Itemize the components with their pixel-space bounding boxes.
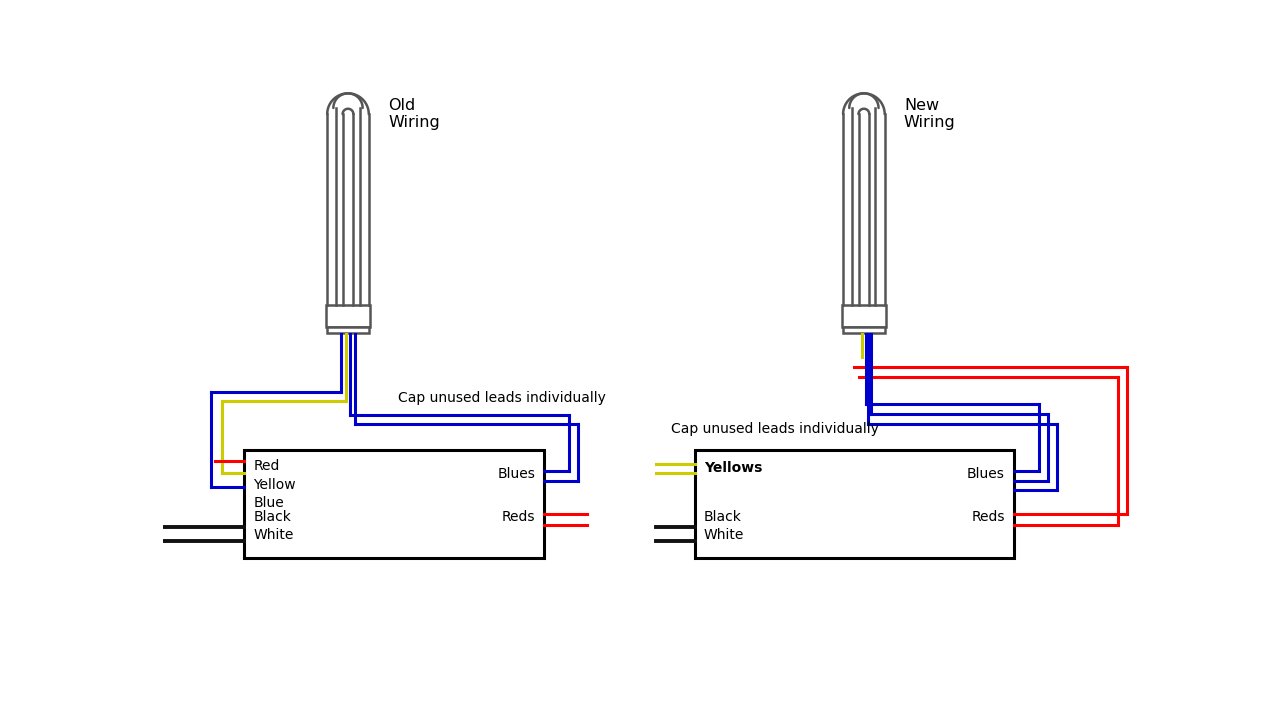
Text: Black
White: Black White [253, 510, 293, 543]
Text: Cap unused leads individually: Cap unused leads individually [398, 391, 605, 405]
Bar [244, 450, 544, 558]
Bar [695, 450, 1014, 558]
Text: Old
Wiring: Old Wiring [388, 98, 440, 130]
Text: Cap unused leads individually: Cap unused leads individually [672, 422, 879, 436]
Bar [844, 327, 884, 333]
Bar [325, 305, 370, 327]
Text: Black
White: Black White [704, 510, 744, 543]
Text: Reds: Reds [972, 510, 1005, 524]
Bar [328, 327, 369, 333]
Text: Reds: Reds [502, 510, 535, 524]
Text: New
Wiring: New Wiring [904, 98, 956, 130]
Text: Red
Yellow
Blue: Red Yellow Blue [253, 459, 296, 510]
Text: Blues: Blues [966, 467, 1005, 481]
Text: Yellows: Yellows [704, 461, 762, 475]
Bar [841, 305, 886, 327]
Text: Blues: Blues [497, 467, 535, 481]
